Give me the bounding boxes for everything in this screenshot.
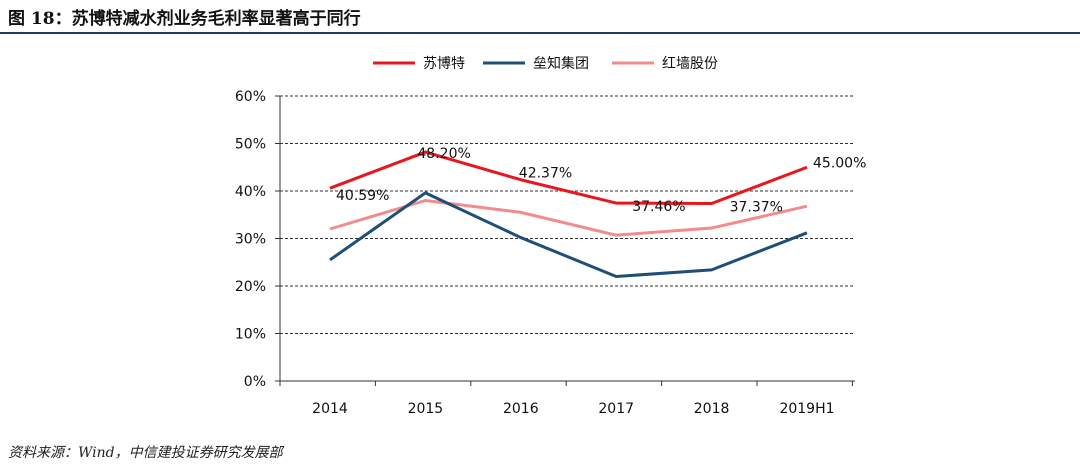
- y-tick-label: 40%: [235, 184, 266, 200]
- x-tick-label: 2019H1: [779, 401, 834, 417]
- y-tick-label: 50%: [235, 137, 266, 153]
- x-tick-label: 2016: [503, 401, 539, 417]
- legend-label: 苏博特: [423, 55, 465, 72]
- y-tick-label: 30%: [235, 232, 266, 248]
- y-tick-label: 0%: [244, 374, 266, 390]
- data-label: 48.20%: [417, 146, 470, 162]
- title-divider: [0, 32, 1080, 34]
- data-label: 45.00%: [813, 155, 866, 171]
- figure-title: 图 18：苏博特减水剂业务毛利率显著高于同行: [8, 9, 361, 29]
- x-tick-label: 2015: [408, 401, 444, 417]
- data-label: 37.37%: [730, 199, 783, 215]
- x-tick-label: 2014: [312, 401, 348, 417]
- series-line-2: [329, 191, 808, 278]
- y-tick-label: 10%: [235, 327, 266, 343]
- y-tick-label: 60%: [235, 89, 266, 105]
- y-tick-label: 20%: [235, 279, 266, 295]
- source-note: 资料来源：Wind，中信建投证券研究发展部: [8, 445, 283, 461]
- data-label: 42.37%: [519, 166, 572, 182]
- data-label: 40.59%: [336, 188, 389, 204]
- title-bar: 图 18：苏博特减水剂业务毛利率显著高于同行: [0, 0, 1080, 34]
- series-line-1: [329, 150, 808, 205]
- x-tick-label: 2017: [598, 401, 634, 417]
- line-chart: 0% 10% 20% 30% 40% 50% 60% 2014 2015 2016 2017 2018…: [235, 55, 867, 417]
- legend-label: 红墙股份: [662, 56, 718, 72]
- legend-label: 垒知集团: [533, 55, 589, 72]
- x-tick-label: 2018: [694, 401, 730, 417]
- data-label: 37.46%: [632, 199, 685, 215]
